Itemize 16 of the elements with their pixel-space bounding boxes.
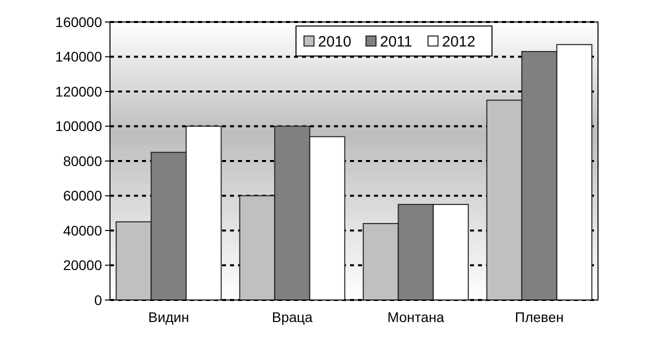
x-tick-label: Враца bbox=[272, 309, 313, 325]
y-tick-label: 40000 bbox=[63, 222, 102, 238]
x-tick-label: Монтана bbox=[387, 309, 444, 325]
legend-label: 2010 bbox=[318, 33, 352, 50]
y-tick-label: 60000 bbox=[63, 188, 102, 204]
y-tick-label: 160000 bbox=[55, 14, 102, 30]
y-tick-label: 80000 bbox=[63, 152, 102, 169]
y-tick-label: 120000 bbox=[55, 83, 102, 100]
y-tick-label: 100000 bbox=[55, 118, 102, 134]
x-tick-label: Видин bbox=[148, 309, 190, 325]
legend-label: 2012 bbox=[442, 33, 476, 50]
y-tick-label: 140000 bbox=[55, 48, 102, 65]
legend-label: 2011 bbox=[380, 33, 412, 50]
x-tick-label: Плевен bbox=[514, 309, 564, 325]
y-tick-label: 20000 bbox=[63, 257, 102, 274]
y-tick-label: 0 bbox=[94, 292, 102, 308]
